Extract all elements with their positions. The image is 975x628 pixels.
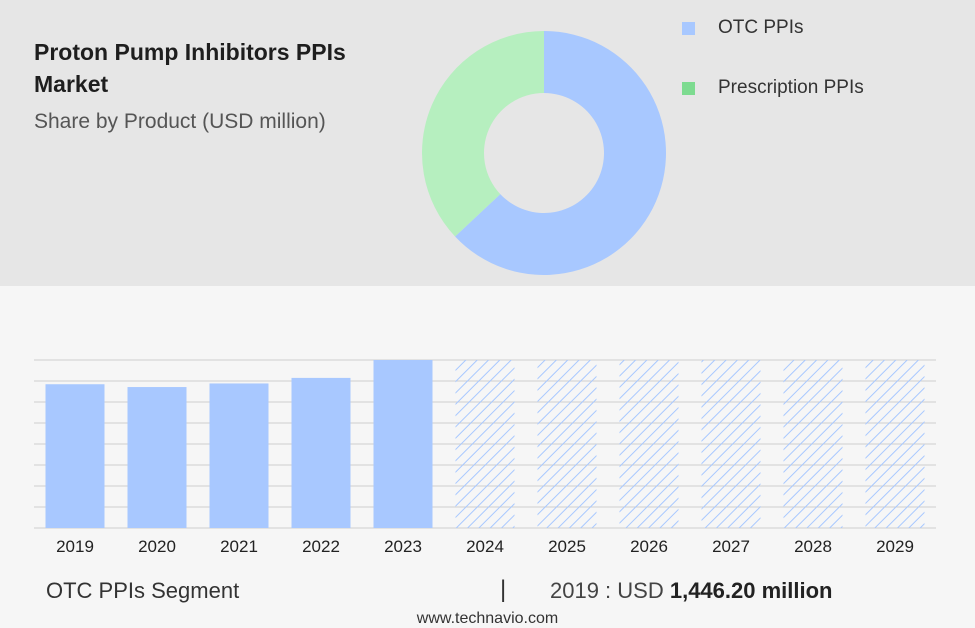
segment-label: OTC PPIs Segment (46, 578, 240, 603)
bar-forecast-2025 (537, 360, 597, 528)
page-title: Proton Pump Inhibitors PPIs Market (34, 39, 346, 97)
x-tick-label: 2024 (466, 537, 504, 556)
bar-2021 (209, 383, 269, 528)
x-tick-label: 2028 (794, 537, 832, 556)
page-subtitle: Share by Product (USD million) (34, 110, 326, 133)
x-tick-label: 2021 (220, 537, 258, 556)
bar-2023 (373, 360, 433, 528)
bar-chart: 2019 2020 2021 2022 2023 2024 2025 2026 2027 2028… (34, 359, 936, 556)
x-tick-label: 2022 (302, 537, 340, 556)
legend-swatch-prescription (682, 81, 695, 95)
x-tick-label: 2019 (56, 537, 94, 556)
bar-2022 (291, 377, 351, 528)
x-tick-label: 2025 (548, 537, 586, 556)
bar-2019 (45, 384, 105, 528)
bar-forecast-2024 (455, 360, 515, 528)
bar-forecast-2029 (865, 360, 925, 528)
bar-2020 (127, 387, 187, 528)
legend: OTC PPIs Prescription PPIs (682, 16, 864, 136)
legend-item-otc: OTC PPIs (682, 16, 864, 40)
bar-forecast-2028 (783, 360, 843, 528)
x-tick-label: 2020 (138, 537, 176, 556)
footer-separator: | (500, 576, 507, 603)
source-url: www.technavio.com (416, 610, 559, 627)
bar-forecast-2026 (619, 360, 679, 528)
segment-value-amount: 1,446.20 million (669, 578, 833, 603)
legend-label-otc: OTC PPIs (718, 17, 804, 38)
legend-label-prescription: Prescription PPIs (718, 77, 864, 98)
donut-slice-otc (455, 31, 666, 275)
x-tick-label: 2023 (384, 537, 422, 556)
x-tick-label: 2026 (630, 537, 668, 556)
donut-chart (422, 31, 666, 275)
legend-item-prescription: Prescription PPIs (682, 76, 864, 100)
bar-forecast-2027 (701, 360, 761, 528)
x-tick-label: 2027 (712, 537, 750, 556)
donut-slice-prescription (422, 31, 544, 237)
segment-year-label: 2019 : USD (550, 578, 670, 603)
segment-value: 2019 : USD 1,446.20 million (550, 578, 832, 604)
legend-swatch-otc (682, 21, 695, 35)
x-tick-label: 2029 (876, 537, 914, 556)
